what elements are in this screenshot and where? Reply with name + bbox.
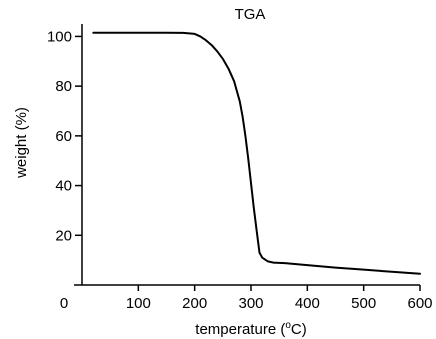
y-tick-label-100: 100: [47, 28, 72, 45]
x-tick-label-400: 400: [295, 295, 320, 312]
x-tick-label-100: 100: [126, 295, 151, 312]
y-axis-title: weight (%): [13, 107, 30, 179]
origin-label: 0: [60, 295, 68, 312]
labels-layer: 20 40 60 80 100 100 200 300 400 500 600: [47, 28, 433, 312]
x-axis-title: temperature (oC): [195, 320, 306, 338]
y-tick-label-80: 80: [55, 78, 72, 95]
series-line-0: [92, 31, 421, 275]
chart-title: TGA: [235, 6, 266, 23]
y-tick-label-60: 60: [55, 128, 72, 145]
y-tick-label-20: 20: [55, 227, 72, 244]
x-tick-label-300: 300: [238, 295, 263, 312]
x-axis-title-prefix: temperature (: [195, 321, 285, 338]
x-axis-title-suffix: C): [291, 321, 307, 338]
x-axis-title-superscript: o: [285, 320, 291, 331]
line-layer: [92, 31, 421, 275]
y-tick-label-40: 40: [55, 178, 72, 195]
x-tick-label-500: 500: [351, 295, 376, 312]
x-tick-label-200: 200: [182, 295, 207, 312]
x-tick-label-600: 600: [407, 295, 432, 312]
ticks-layer: [75, 35, 421, 291]
